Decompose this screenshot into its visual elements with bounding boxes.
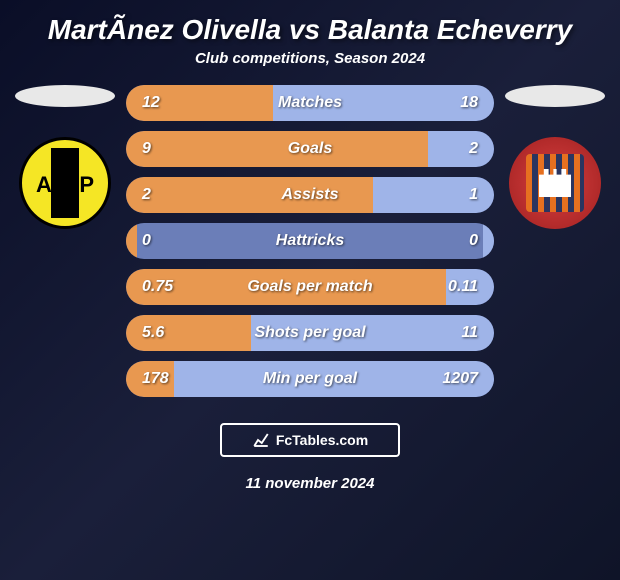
stat-value-right: 0.11 xyxy=(448,278,478,296)
stat-label: Goals per match xyxy=(247,278,372,296)
brand-badge: FcTables.com xyxy=(220,423,400,457)
stat-value-left: 2 xyxy=(142,186,151,204)
badge-right-shield xyxy=(526,154,584,212)
stat-fill-right xyxy=(483,223,494,259)
stat-value-left: 0.75 xyxy=(142,278,173,296)
stat-value-right: 2 xyxy=(469,140,478,158)
page-title: MartÃ­nez Olivella vs Balanta Echeverry xyxy=(0,0,620,50)
club-badge-right xyxy=(509,137,601,229)
stat-value-left: 9 xyxy=(142,140,151,158)
badge-letter-p: P xyxy=(79,172,94,198)
brand-text: FcTables.com xyxy=(276,432,368,448)
chart-icon xyxy=(252,431,270,449)
stat-row: 0 Hattricks 0 xyxy=(126,223,494,259)
stat-row: 5.6 Shots per goal 11 xyxy=(126,315,494,351)
stat-label: Matches xyxy=(278,94,342,112)
stat-label: Min per goal xyxy=(263,370,357,388)
player-right-col xyxy=(500,85,610,229)
stat-row: 9 Goals 2 xyxy=(126,131,494,167)
stat-row: 12 Matches 18 xyxy=(126,85,494,121)
stat-value-right: 1 xyxy=(469,186,478,204)
stat-value-left: 5.6 xyxy=(142,324,164,342)
player-left-ellipse xyxy=(15,85,115,107)
player-left-col: A P xyxy=(10,85,120,229)
stat-label: Hattricks xyxy=(276,232,344,250)
stat-fill-right xyxy=(428,131,494,167)
stat-label: Goals xyxy=(288,140,332,158)
stat-row: 178 Min per goal 1207 xyxy=(126,361,494,397)
stat-label: Shots per goal xyxy=(254,324,365,342)
badge-letter-a: A xyxy=(36,172,52,198)
stats-column: 12 Matches 18 9 Goals 2 2 Assists 1 0 Hattricks 0 0.… xyxy=(120,85,500,407)
stat-fill-left xyxy=(126,131,428,167)
stat-value-left: 0 xyxy=(142,232,151,250)
stat-row: 2 Assists 1 xyxy=(126,177,494,213)
stat-label: Assists xyxy=(282,186,339,204)
stat-value-right: 1207 xyxy=(442,370,478,388)
stat-row: 0.75 Goals per match 0.11 xyxy=(126,269,494,305)
stat-value-left: 178 xyxy=(142,370,169,388)
stat-value-right: 18 xyxy=(460,94,478,112)
stat-value-right: 11 xyxy=(461,324,478,342)
club-badge-left: A P xyxy=(19,137,111,229)
subtitle: Club competitions, Season 2024 xyxy=(0,50,620,67)
comparison-area: A P 12 Matches 18 9 Goals 2 2 Assists 1 0 Hattrick… xyxy=(0,85,620,407)
badge-left-stripe xyxy=(51,148,79,218)
stat-fill-left xyxy=(126,223,137,259)
castle-icon xyxy=(539,169,571,197)
player-right-ellipse xyxy=(505,85,605,107)
date-text: 11 november 2024 xyxy=(0,475,620,492)
stat-value-left: 12 xyxy=(142,94,160,112)
stat-value-right: 0 xyxy=(469,232,478,250)
